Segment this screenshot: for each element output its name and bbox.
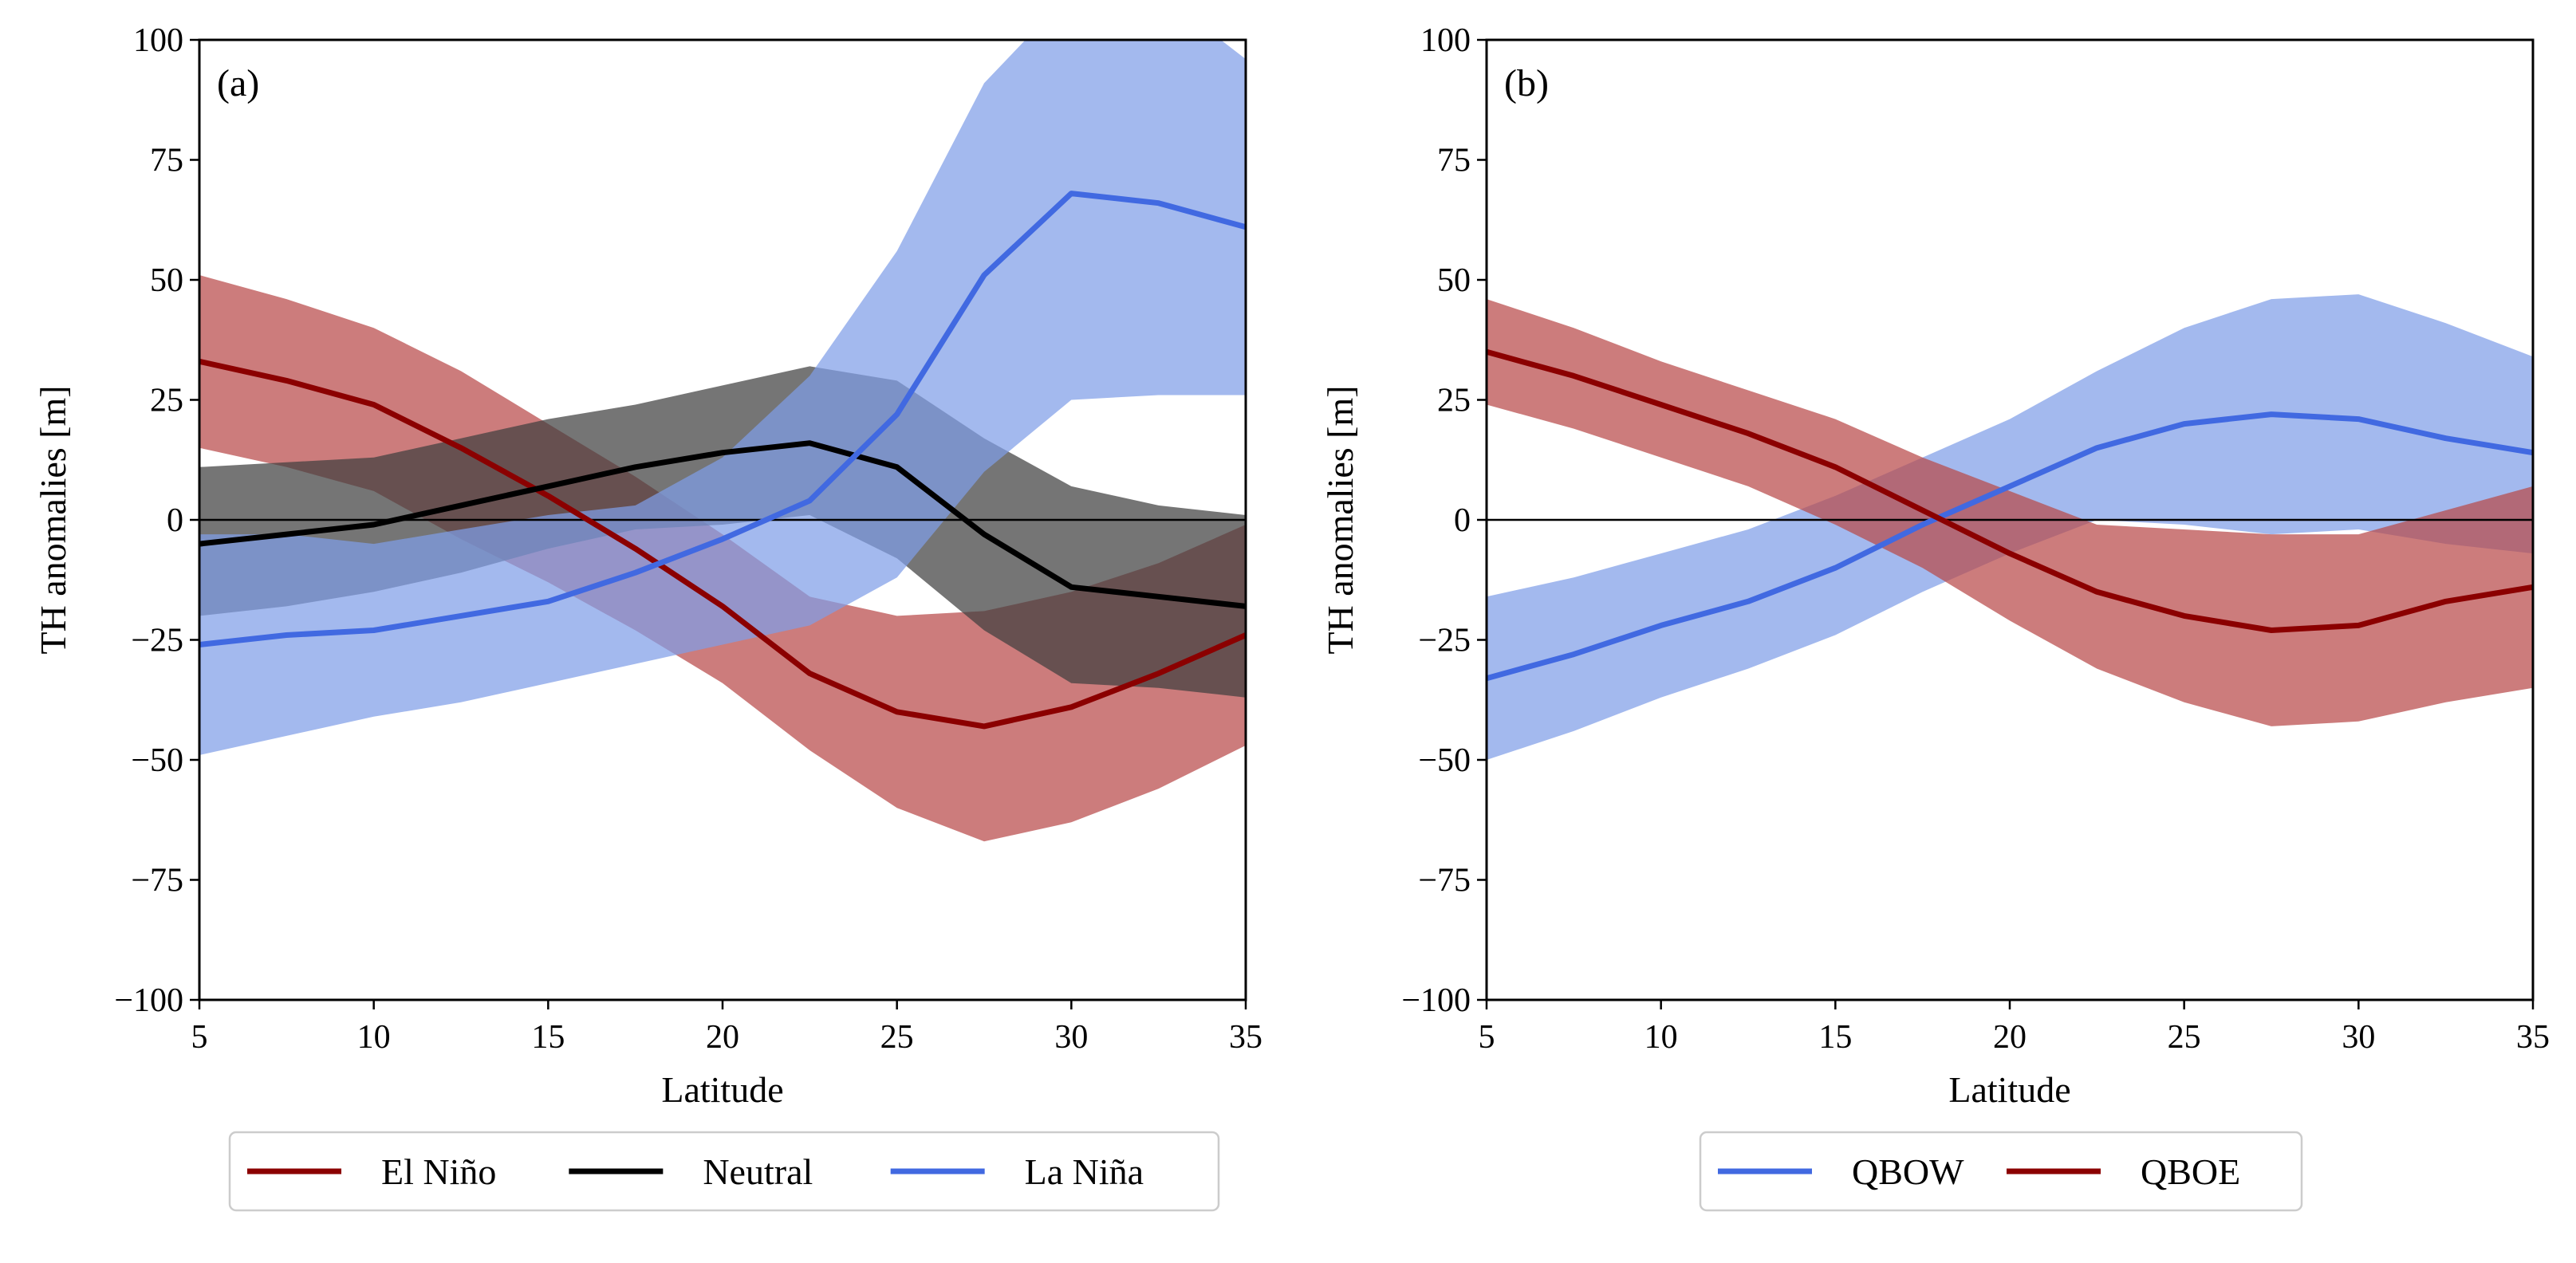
legend-panel-a: El Niño Neutral La Niña <box>228 1131 1220 1212</box>
y-tick-label-a: 25 <box>150 383 183 419</box>
y-tick-label-a: 100 <box>133 22 183 59</box>
y-tick-label-a: −75 <box>131 863 183 899</box>
x-axis-label-a: Latitude <box>661 1069 783 1110</box>
y-axis-label-a: TH anomalies [m] <box>33 385 73 654</box>
x-tick-label-b: 10 <box>1644 1019 1678 1056</box>
legend-label-neutral: Neutral <box>703 1151 813 1192</box>
line-neutral-a <box>199 440 1246 609</box>
line-la-nina-a <box>199 191 1246 647</box>
y-tick-label-b: 25 <box>1437 383 1471 419</box>
panel-a: 5 10 15 20 25 30 35 −100 −75 −50 −25 0 25 50 75 100 Lati… <box>33 22 1262 1110</box>
legend-label-la-nina: La Niña <box>1025 1151 1144 1192</box>
x-tick-label-a: 20 <box>706 1019 739 1056</box>
y-tick-label-b: −75 <box>1418 863 1471 899</box>
band-qboe-b <box>1487 299 2533 726</box>
panel-label-a: (a) <box>217 62 259 104</box>
line-qbow-b <box>1487 411 2533 682</box>
y-axis-label-b: TH anomalies [m] <box>1320 385 1361 654</box>
x-tick-label-b: 20 <box>1993 1019 2027 1056</box>
x-tick-label-b: 30 <box>2342 1019 2375 1056</box>
plot-area-b <box>1487 294 2533 761</box>
band-la-nina-a <box>199 40 1246 755</box>
y-tick-label-b: −25 <box>1418 623 1471 659</box>
x-axis-label-b: Latitude <box>1948 1069 2070 1110</box>
y-tick-label-b: 100 <box>1420 22 1471 59</box>
y-tick-label-b: −50 <box>1418 742 1471 779</box>
x-tick-label-a: 35 <box>1229 1019 1262 1056</box>
y-tick-label-a: −100 <box>114 982 183 1019</box>
legend-label-el-nino: El Niño <box>381 1151 496 1192</box>
panel-b: 5 10 15 20 25 30 35 −100 −75 −50 −25 0 25 50 75 100 Lati… <box>1320 22 2550 1110</box>
panel-label-b: (b) <box>1504 62 1549 104</box>
line-qboe-b <box>1487 348 2533 633</box>
x-tick-label-a: 25 <box>880 1019 914 1056</box>
y-tick-label-a: 0 <box>167 502 183 539</box>
y-tick-label-a: 50 <box>150 262 183 299</box>
line-el-nino-a <box>199 358 1246 730</box>
plot-area-a <box>199 40 1246 842</box>
y-tick-label-b: −100 <box>1401 982 1471 1019</box>
x-tick-label-a: 15 <box>531 1019 565 1056</box>
x-tick-label-b: 25 <box>2168 1019 2201 1056</box>
x-tick-label-a: 30 <box>1054 1019 1088 1056</box>
legend-panel-b: QBOW QBOE <box>1699 1131 2303 1212</box>
x-tick-label-b: 35 <box>2516 1019 2550 1056</box>
y-tick-label-b: 75 <box>1437 143 1471 179</box>
y-tick-label-a: 75 <box>150 143 183 179</box>
legend-box-a <box>228 1131 1220 1212</box>
y-tick-label-b: 0 <box>1454 502 1471 539</box>
legend-box-b <box>1699 1131 2303 1212</box>
y-tick-label-b: 50 <box>1437 262 1471 299</box>
x-tick-label-b: 5 <box>1479 1019 1495 1056</box>
x-tick-label-a: 10 <box>357 1019 391 1056</box>
legend-label-qboe: QBOE <box>2141 1151 2240 1192</box>
legend-label-qbow: QBOW <box>1852 1151 1964 1192</box>
x-tick-label-b: 15 <box>1818 1019 1852 1056</box>
y-tick-label-a: −25 <box>131 623 183 659</box>
x-tick-label-a: 5 <box>191 1019 208 1056</box>
y-tick-label-a: −50 <box>131 742 183 779</box>
